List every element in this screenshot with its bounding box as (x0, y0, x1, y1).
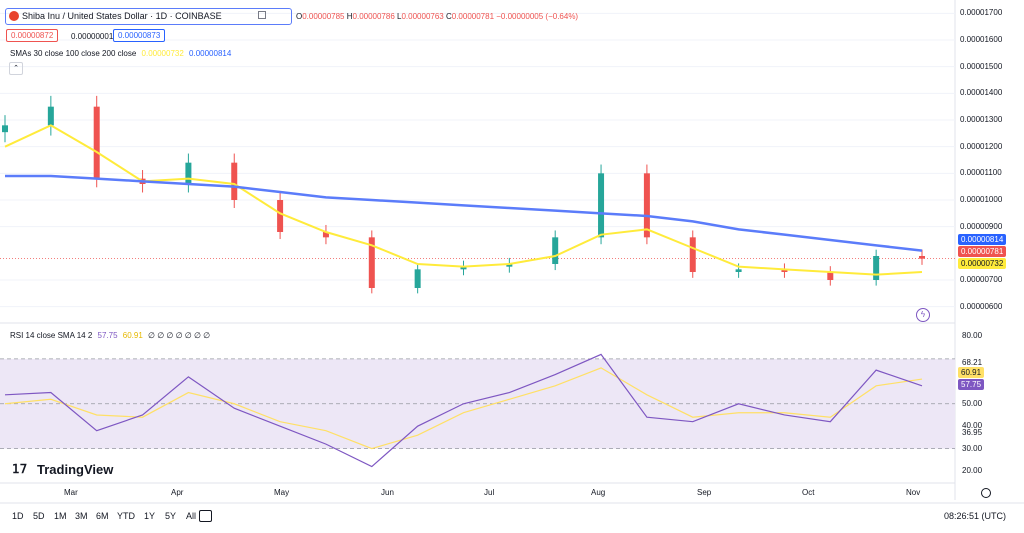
sell-button[interactable]: 0.00000872 (6, 29, 59, 42)
settings-icon[interactable] (258, 11, 266, 19)
ohlc-readout: O0.00000785 H0.00000786 L0.00000763 C0.0… (296, 12, 578, 21)
rsi-axis-label: 40.00 (962, 421, 983, 431)
brand-name: TradingView (37, 462, 114, 477)
change-readout: −0.00000005 (−0.64%) (496, 12, 579, 21)
price-axis-label: 0.00001600 (960, 35, 1003, 44)
price-axis-label: 0.00000700 (960, 275, 1003, 284)
last-price-tag: 0.00000781 (958, 246, 1007, 257)
candle-body (47, 106, 54, 126)
timeframe-button-5d[interactable]: 5D (33, 511, 45, 521)
time-axis-label: Jul (484, 488, 495, 497)
sma200-price-tag: 0.00000814 (958, 234, 1007, 245)
date-range-icon[interactable] (199, 510, 212, 522)
tradingview-logo-icon: 𝟣𝟩 (12, 462, 28, 476)
rsi-axis-label: 30.00 (962, 443, 983, 453)
clock[interactable]: 08:26:51 (UTC) (944, 511, 1007, 521)
candle-body (735, 269, 742, 272)
rsi-sma-line (4, 367, 923, 450)
rsi-axis-label: 20.00 (962, 466, 983, 476)
ohlc-l-key: L (397, 12, 402, 21)
ohlc-c-key: C (445, 12, 452, 21)
timeframe-button-1m[interactable]: 1M (54, 511, 67, 521)
candle-body (873, 256, 880, 280)
time-axis-label: Mar (64, 488, 78, 497)
symbol-legend[interactable] (5, 8, 292, 25)
lightning-icon[interactable]: ϟ (916, 308, 930, 322)
symbol-title[interactable]: Shiba Inu / United States Dollar · 1D · … (22, 11, 222, 21)
timeframe-button-6m[interactable]: 6M (96, 511, 109, 521)
sma-value-1: 0.00000732 (141, 49, 184, 58)
price-axis-label: 0.00001100 (960, 168, 1002, 178)
candle-body (2, 125, 8, 133)
shib-logo-icon (9, 11, 19, 21)
rsi-axis-label: 68.21 (962, 357, 983, 367)
rsi-value-tag: 57.75 (958, 379, 985, 390)
candle-body (277, 200, 284, 232)
ohlc-o-key: O (296, 12, 303, 21)
candle-body (552, 237, 559, 264)
candle-body (185, 162, 192, 184)
rsi-label: RSI 14 close SMA 14 2 (10, 331, 93, 340)
price-axis-label: 0.00001300 (960, 115, 1003, 124)
time-axis-label: Aug (591, 488, 606, 497)
timeframe-button-all[interactable]: All (186, 511, 197, 521)
sma-legend[interactable]: SMAs 30 close 100 close 200 close 0.0000… (10, 49, 231, 58)
time-axis-label: Jun (381, 488, 394, 497)
timeframe-button-1y[interactable]: 1Y (144, 511, 156, 521)
rsi-axis-label: 80.00 (962, 331, 983, 341)
sma30-line (4, 124, 923, 276)
candle-body (689, 237, 696, 272)
sma-value-2: 0.00000814 (189, 49, 232, 58)
collapse-legend-button[interactable]: ⌃ (9, 62, 23, 75)
ohlc-o-val: 0.00000785 (302, 12, 345, 21)
price-axis-label: 0.00001400 (960, 88, 1003, 98)
price-axis-label: 0.00001000 (960, 195, 1003, 204)
timeframe-button-3m[interactable]: 3M (75, 511, 88, 521)
candle-body (827, 272, 834, 280)
candle-body (781, 269, 788, 272)
price-axis-label: 0.00001200 (960, 141, 1003, 151)
price-axis-label: 0.00001700 (960, 8, 1003, 18)
candle-body (414, 269, 421, 288)
rsi-placeholders: ∅ ∅ ∅ ∅ ∅ ∅ ∅ (148, 331, 211, 340)
ohlc-l-val: 0.00000763 (401, 12, 444, 21)
candle-body (643, 173, 650, 238)
ohlc-c-val: 0.00000781 (451, 12, 495, 21)
spread-value: 0.00000001 (71, 32, 114, 41)
rsi-line (4, 353, 923, 468)
timeframe-button-5y[interactable]: 5Y (165, 511, 177, 521)
price-axis-label: 0.00001500 (960, 61, 1003, 71)
buy-button[interactable]: 0.00000873 (113, 29, 166, 42)
candle-body (919, 256, 925, 259)
sma-label: SMAs 30 close 100 close 200 close (10, 49, 137, 58)
rsi-value: 57.75 (97, 331, 118, 340)
axis-settings-icon[interactable] (981, 488, 991, 498)
time-axis-label: Sep (697, 488, 712, 497)
rsi-axis-label: 50.00 (962, 398, 983, 408)
candle-body (460, 266, 467, 270)
candle-body (322, 232, 329, 238)
candle-body (231, 162, 238, 200)
price-axis-label: 0.00000600 (960, 301, 1003, 311)
rsi-legend[interactable]: RSI 14 close SMA 14 2 57.75 60.91 ∅ ∅ ∅ … (10, 331, 210, 340)
candle-body (506, 264, 513, 267)
timeframe-button-ytd[interactable]: YTD (117, 511, 135, 521)
timeframe-button-1d[interactable]: 1D (12, 511, 24, 521)
ohlc-h-val: 0.00000786 (352, 12, 395, 21)
time-axis-label: May (274, 488, 290, 497)
ohlc-h-key: H (346, 12, 353, 21)
rsi-axis-label: 36.95 (962, 428, 983, 438)
time-axis-label: Apr (171, 488, 184, 497)
sma200-line (5, 174, 923, 252)
price-axis-label: 0.00000900 (960, 221, 1003, 231)
rsi-sma-value: 60.91 (122, 331, 143, 340)
candle-body (598, 173, 605, 238)
candle-body (93, 106, 100, 179)
time-axis-label: Nov (906, 488, 921, 497)
candle-body (368, 237, 375, 288)
time-axis-label: Oct (802, 488, 815, 497)
sma30-price-tag: 0.00000732 (958, 258, 1007, 269)
rsi-sma-tag: 60.91 (958, 367, 985, 378)
